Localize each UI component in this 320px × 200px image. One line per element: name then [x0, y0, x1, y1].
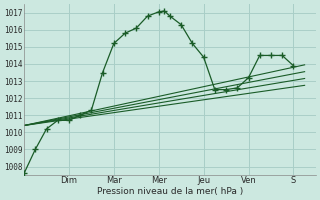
X-axis label: Pression niveau de la mer( hPa ): Pression niveau de la mer( hPa ) [97, 187, 243, 196]
